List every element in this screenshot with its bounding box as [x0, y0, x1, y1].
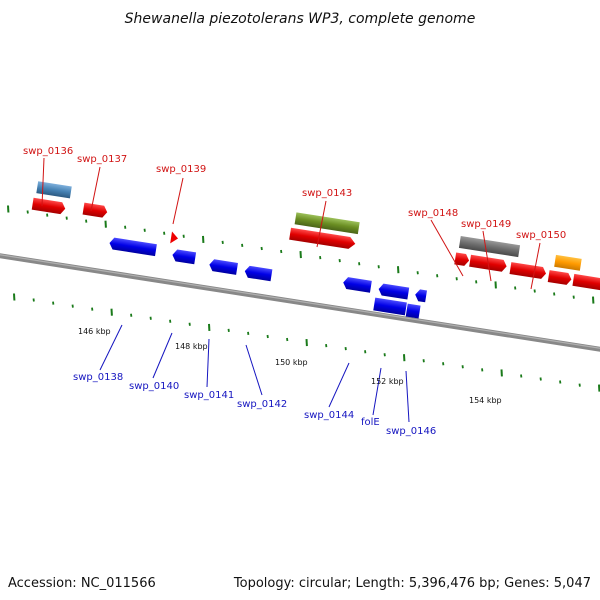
reverse-strand-genes — [109, 237, 427, 319]
gene-label-swp-0141: swp_0141 — [184, 390, 234, 401]
gene-arrow-swp-0136[interactable] — [31, 197, 66, 215]
gene-feature-orange[interactable] — [554, 254, 582, 271]
gene-label-swp-0143: swp_0143 — [302, 188, 352, 199]
reverse-gene-labels: swp_0138 swp_0140 swp_0141 swp_0142 swp_… — [73, 324, 436, 437]
leader-line — [152, 332, 173, 379]
leader-line — [530, 242, 541, 290]
gene-label-swp-0149: swp_0149 — [461, 219, 511, 230]
scale-label: 154 kbp — [469, 396, 502, 405]
scale-label: 150 kbp — [275, 358, 308, 367]
leader-line — [482, 230, 492, 282]
scale-label: 148 kbp — [175, 342, 208, 351]
leader-line — [172, 177, 184, 225]
accession-text: Accession: NC_011566 — [8, 576, 156, 591]
gene-arrow-swp-0137[interactable] — [82, 202, 109, 219]
gene-label-swp-0136: swp_0136 — [23, 146, 73, 157]
genome-backbone — [0, 253, 600, 352]
gene-feature-grey[interactable] — [458, 235, 521, 258]
leader-line — [316, 200, 327, 248]
gene-label-swp-0142: swp_0142 — [237, 399, 287, 410]
gene-label-swp-0150: swp_0150 — [516, 230, 566, 241]
leader-line — [430, 219, 464, 277]
leader-line — [90, 166, 101, 212]
gene-label-swp-0138: swp_0138 — [73, 372, 123, 383]
gene-arrow-swp-0150-b[interactable] — [547, 270, 573, 285]
gene-arrow-swp-0143[interactable] — [289, 227, 356, 250]
gene-arrow-edge[interactable] — [572, 273, 600, 292]
scale-label: 152 kbp — [371, 377, 404, 386]
genome-backbone-highlight — [0, 254, 600, 349]
gene-label-swp-0140: swp_0140 — [129, 381, 179, 392]
scale-labels: 146 kbp 148 kbp 150 kbp 152 kbp 154 kbp — [78, 327, 502, 405]
forward-strand-genes — [31, 181, 600, 292]
leader-line — [372, 367, 382, 416]
forward-gene-labels: swp_0136 swp_0137 swp_0139 swp_0143 swp_… — [23, 146, 566, 290]
scale-label: 146 kbp — [78, 327, 111, 336]
map-title: Shewanella piezotolerans WP3, complete g… — [125, 11, 476, 27]
gene-feature-steelblue[interactable] — [36, 181, 72, 199]
topology-summary: Topology: circular; Length: 5,396,476 bp… — [233, 576, 591, 591]
gene-feature-blue-b[interactable] — [405, 303, 421, 319]
leader-line — [41, 157, 45, 207]
leader-line — [206, 338, 210, 388]
gene-arrow-swp-0138[interactable] — [109, 237, 157, 257]
gene-arrow-swp-0148[interactable] — [454, 252, 470, 266]
leader-line — [405, 370, 410, 423]
gene-label-folE: folE — [361, 417, 380, 428]
gene-feature-olive[interactable] — [294, 212, 360, 235]
gene-arrow-swp-0150-a[interactable] — [509, 262, 547, 279]
gene-label-swp-0148: swp_0148 — [408, 208, 458, 219]
gene-label-swp-0137: swp_0137 — [77, 154, 127, 165]
gene-feature-blue-a[interactable] — [373, 297, 407, 316]
lower-tick-row — [13, 293, 600, 392]
gene-label-swp-0146: swp_0146 — [386, 426, 436, 437]
gene-arrow-swp-0142[interactable] — [244, 265, 273, 282]
gene-arrow-swp-0140[interactable] — [172, 249, 197, 265]
gene-arrow-swp-0139[interactable] — [170, 231, 179, 244]
leader-line — [245, 344, 263, 396]
leader-line — [99, 324, 123, 371]
gene-arrow-folE[interactable] — [378, 283, 410, 300]
leader-line — [328, 362, 350, 408]
upper-tick-row — [7, 205, 595, 304]
gene-label-swp-0139: swp_0139 — [156, 164, 206, 175]
gene-arrow-swp-0144[interactable] — [342, 277, 372, 293]
gene-label-swp-0144: swp_0144 — [304, 410, 354, 421]
gene-arrow-swp-0141[interactable] — [208, 259, 238, 275]
gene-arrow-swp-0146-a[interactable] — [414, 289, 427, 303]
